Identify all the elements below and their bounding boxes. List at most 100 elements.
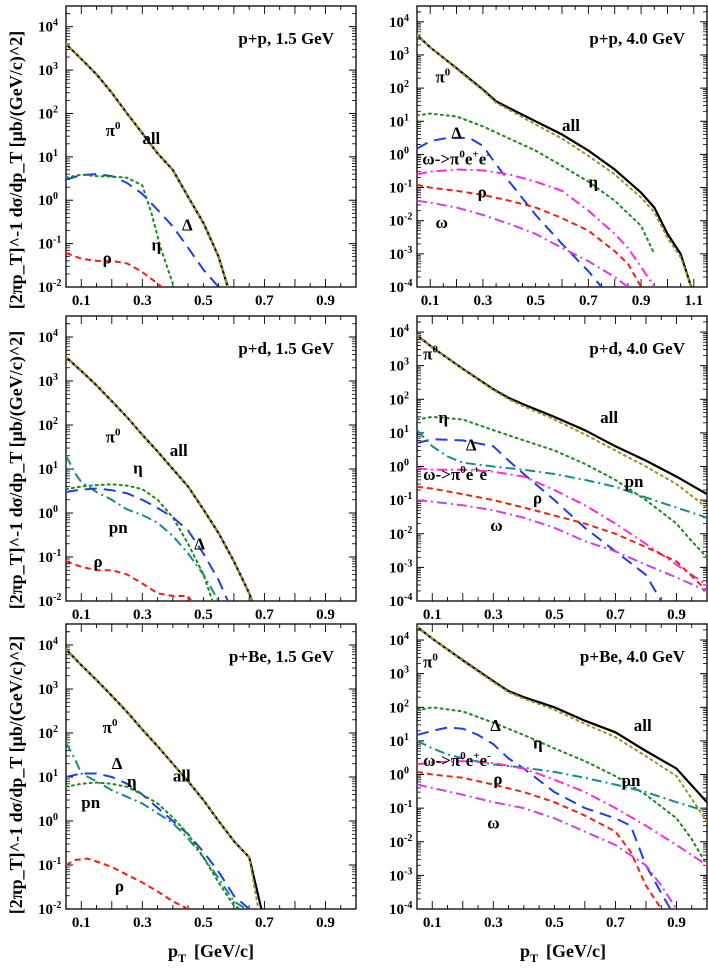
- series-line-pn: [417, 429, 707, 519]
- x-tick-label: 0.5: [194, 915, 213, 931]
- y-tick-label: 10-1: [389, 179, 412, 197]
- x-tick-label: 0.5: [545, 607, 564, 623]
- x-axis-label-right: pT [GeV/c]: [520, 941, 606, 965]
- panel-pp-1.5: 10-2 10-1 100 101 102 103 104 0.1 0.3 0.5 0.7 0.9 p+…: [38, 5, 357, 309]
- curve-label: ρ: [533, 488, 542, 507]
- panel-title: p+d, 1.5 GeV: [238, 339, 334, 358]
- y-tick-label: 101: [389, 424, 409, 442]
- x-axis-label-unit: [GeV/c]: [546, 941, 606, 961]
- y-tick-label: 10-3: [389, 245, 412, 263]
- series-line-pi0: [417, 625, 707, 823]
- y-tick-label: 103: [38, 61, 58, 79]
- y-tick-label: 100: [38, 504, 58, 522]
- curve-label: ω: [487, 813, 499, 832]
- y-axis-label-row1: [2πp_T]^-1 dσ/dp_T [μb/(GeV/c)^2]: [6, 31, 27, 309]
- curve-label: all: [600, 408, 618, 427]
- y-tick-label: 100: [389, 145, 409, 163]
- x-tick-label: 0.7: [579, 293, 598, 309]
- curve-label: Δ: [466, 435, 477, 454]
- y-tick-label: 10-1: [38, 235, 61, 253]
- y-tick-label: 103: [38, 680, 58, 698]
- y-tick-label: 10-1: [389, 491, 412, 509]
- y-tick-label: 10-2: [38, 900, 61, 918]
- y-tick-label: 103: [38, 372, 58, 390]
- x-tick-label: 0.5: [194, 607, 213, 623]
- panels-group: 10-2 10-1 100 101 102 103 104 0.1 0.3 0.5 0.7 0.9 p+…: [38, 5, 708, 931]
- x-axis-label-left: pT [GeV/c]: [168, 941, 254, 965]
- plot-frame: [65, 315, 357, 602]
- y-tick-label: 10-4: [389, 278, 412, 296]
- x-tick-label: 0.7: [255, 607, 274, 623]
- x-tick-label: 0.7: [255, 293, 274, 309]
- curve-label: ω->π0e+e-: [422, 148, 490, 168]
- curve-label: ω: [490, 516, 502, 535]
- curve-label: η: [127, 772, 137, 791]
- series-group: [66, 43, 229, 287]
- y-tick-label: 10-4: [389, 900, 412, 918]
- x-tick-label: 0.1: [72, 607, 91, 623]
- plot-frame: [416, 315, 708, 602]
- series-line-eta: [417, 112, 656, 255]
- series-line-omega: [417, 199, 629, 287]
- curve-label: Δ: [112, 754, 123, 773]
- series-line-rho: [66, 252, 164, 287]
- plot-frame: [65, 623, 357, 910]
- series-line-delta: [66, 772, 250, 909]
- y-tick-label: 102: [389, 390, 409, 408]
- x-axis-label-sub: T: [530, 951, 538, 965]
- x-tick-label: 0.3: [133, 293, 152, 309]
- svg-text:pT[GeV/c]: pT [GeV/c]: [520, 941, 606, 965]
- series-line-pn: [417, 740, 707, 813]
- y-tick-label: 101: [38, 148, 58, 166]
- y-tick-label: 10-2: [38, 592, 61, 610]
- y-tick-label: 104: [38, 328, 58, 346]
- curve-label: η: [151, 235, 161, 254]
- x-tick-label: 0.5: [545, 915, 564, 931]
- y-tick-label: 100: [38, 191, 58, 209]
- curve-label: ρ: [478, 183, 487, 202]
- x-tick-label: 1.1: [684, 293, 703, 309]
- series-line-all: [66, 648, 263, 909]
- series-line-all: [417, 34, 693, 287]
- y-tick-label: 10-1: [38, 856, 61, 874]
- y-tick-label: 102: [389, 79, 409, 97]
- series-line-eta: [417, 415, 707, 559]
- curve-label: π0: [435, 66, 450, 86]
- series-line-delta: [66, 173, 220, 287]
- x-tick-label: 0.9: [316, 915, 335, 931]
- series-line-all: [66, 43, 229, 287]
- curve-label: π0: [423, 344, 438, 364]
- y-tick-label: 100: [389, 766, 409, 784]
- panel-pp-4.0: 10-4 10-3 10-2 10-1 100 101 102 103 104 0.1 0.3 0.5…: [389, 5, 708, 309]
- x-tick-label: 0.1: [423, 607, 442, 623]
- curve-label: Δ: [182, 216, 193, 235]
- y-tick-label: 104: [38, 636, 58, 654]
- y-tick-label: 10-3: [389, 558, 412, 576]
- series-line-omega: [417, 499, 707, 592]
- curve-label: all: [634, 716, 652, 735]
- x-axis-label-main: p: [520, 941, 530, 961]
- y-tick-label: 103: [389, 665, 409, 683]
- curve-label: η: [438, 408, 448, 427]
- curve-label: η: [533, 733, 543, 752]
- panel-pBe-1.5: 10-2 10-1 100 101 102 103 104 0.1 0.3 0.5 0.7 0.9 p+…: [38, 623, 357, 931]
- series-line-eta: [417, 706, 707, 867]
- x-tick-label: 0.9: [667, 607, 686, 623]
- y-tick-label: 102: [38, 416, 58, 434]
- series-line-omega_dalitz: [417, 760, 707, 867]
- series-line-pi0: [417, 34, 693, 287]
- y-tick-label: 102: [38, 104, 58, 122]
- y-tick-label: 101: [389, 112, 409, 130]
- y-tick-label: 102: [389, 698, 409, 716]
- series-line-omega_dalitz: [417, 168, 656, 287]
- x-axis-label-unit: [GeV/c]: [194, 941, 254, 961]
- series-line-delta: [417, 438, 663, 601]
- series-line-rho: [66, 560, 193, 601]
- series-line-eta: [66, 173, 174, 285]
- panel-pBe-4.0: 10-4 10-3 10-2 10-1 100 101 102 103 104 0.1 0.3 0.5…: [389, 623, 708, 931]
- panel-title: p+p, 4.0 GeV: [589, 29, 685, 48]
- panel-title: p+p, 1.5 GeV: [238, 29, 334, 48]
- y-tick-label: 101: [389, 732, 409, 750]
- curve-label: ω->π0e+e-: [423, 750, 491, 770]
